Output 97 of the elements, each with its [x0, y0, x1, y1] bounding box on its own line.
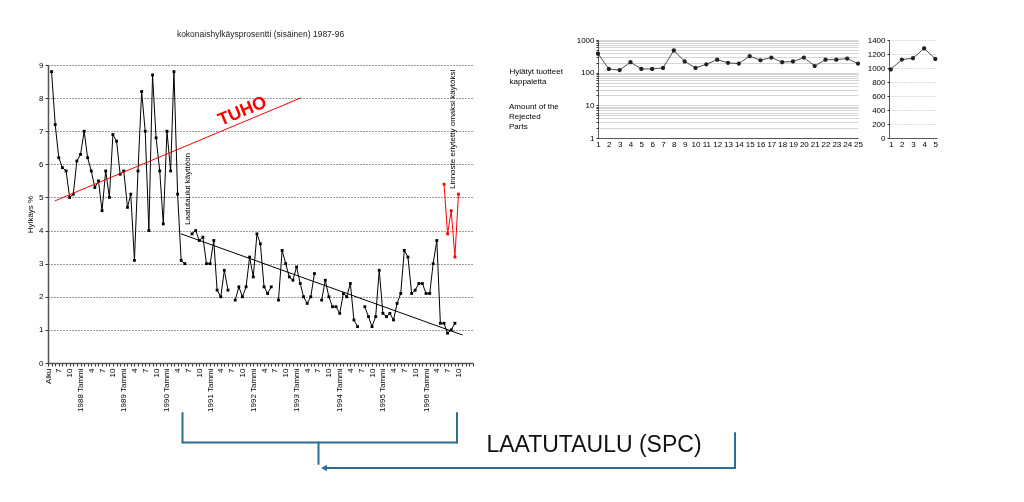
x-tick-label: 2 — [607, 139, 613, 149]
x-tick-label: 9 — [682, 139, 688, 149]
y-tick-label: 800 — [872, 77, 887, 87]
annotation: Linnoste eriytetty omaksi käytöksi — [448, 69, 457, 189]
x-tick-label: 7 — [183, 367, 193, 373]
x-tick-label: 10 — [453, 367, 463, 378]
x-tick-label: 10 — [410, 367, 420, 378]
y-tick-label: 200 — [872, 119, 887, 129]
x-tick-label: 4 — [86, 367, 96, 373]
x-tick-label: 7 — [140, 367, 150, 373]
y-tick-label: 10 — [585, 100, 596, 110]
y-tick-label: 0 — [881, 133, 887, 143]
x-tick-label: 4 — [173, 367, 183, 373]
x-tick-label: 8 — [672, 139, 678, 149]
x-tick-label: 10 — [194, 367, 204, 378]
x-tick-label: 3 — [911, 139, 917, 149]
x-tick-label: 25 — [854, 139, 864, 149]
x-tick-label: 1 — [888, 139, 894, 149]
x-tick-label: 21 — [810, 139, 821, 149]
x-tick-label: 1995 Tammi — [378, 368, 388, 412]
y-tick-label: 1000 — [867, 63, 887, 73]
x-tick-label: 15 — [745, 139, 756, 149]
x-tick-label: 1989 Tammi — [119, 368, 129, 412]
x-tick-label: 10 — [691, 139, 701, 149]
x-tick-label: 10 — [151, 367, 161, 378]
x-tick-label: 7 — [399, 367, 409, 373]
x-tick-label: 7 — [313, 367, 323, 373]
x-tick-label: 4 — [389, 367, 399, 373]
y-tick-label: 9 — [39, 60, 45, 70]
text: LAATUTAULU (SPC) — [486, 431, 702, 457]
y-tick-label: 1400 — [867, 35, 887, 45]
x-tick-label: 1996 Tammi — [421, 368, 431, 412]
x-tick-label: 16 — [756, 139, 766, 149]
y-tick-label: 100 — [581, 68, 596, 78]
x-tick-label: 4 — [129, 367, 139, 373]
x-tick-label: 12 — [713, 139, 723, 149]
x-tick-label: 1994 Tammi — [335, 368, 345, 412]
x-tick-label: 17 — [767, 139, 777, 149]
y-tick-label: 0 — [39, 358, 45, 368]
x-tick-label: 10 — [237, 367, 247, 378]
y-tick-label: 400 — [872, 105, 887, 115]
x-tick-label: 3 — [617, 139, 623, 149]
x-tick-label: 1993 Tammi — [292, 368, 302, 412]
y-tick-label: 6 — [39, 159, 45, 169]
x-tick-label: 7 — [356, 367, 366, 373]
x-tick-label: 10 — [367, 367, 377, 378]
x-tick-label: 4 — [259, 367, 269, 373]
text: Amount of the Rejected Parts — [509, 102, 560, 131]
x-tick-label: 7 — [227, 367, 237, 373]
x-tick-label: 22 — [821, 139, 831, 149]
x-tick-label: 10 — [324, 367, 334, 378]
y-tick-label: 600 — [872, 91, 887, 101]
x-tick-label: 7 — [54, 367, 64, 373]
chart-title: kokonaishylkäysprosentti (sisäinen) 1987-96 — [176, 28, 345, 39]
x-tick-label: 7 — [270, 367, 280, 373]
y-tick-label: 3 — [39, 259, 45, 269]
y-tick-label: 1 — [39, 325, 45, 335]
x-tick-label: 1990 Tammi — [162, 368, 172, 412]
x-tick-label: 4 — [216, 367, 226, 373]
x-tick-label: 19 — [789, 139, 799, 149]
x-tick-label: 18 — [778, 139, 788, 149]
y-axis-title: Hylätyt tuotteet kappaletta — [509, 66, 564, 86]
y-axis-title: Hylkäys % — [26, 195, 36, 234]
x-tick-label: 13 — [724, 139, 734, 149]
x-tick-label: 23 — [832, 139, 842, 149]
y-tick-label: 1000 — [576, 35, 596, 45]
x-tick-label: 4 — [432, 367, 442, 373]
annotation: Laatutaulut käyttöön — [183, 152, 192, 225]
x-tick-label: 5 — [639, 139, 645, 149]
x-tick-label: 4 — [628, 139, 634, 149]
x-tick-label: 6 — [650, 139, 656, 149]
x-tick-label: 14 — [734, 139, 745, 149]
x-tick-label: 1988 Tammi — [76, 368, 86, 412]
y-tick-label: 8 — [39, 93, 45, 103]
x-tick-label: 4 — [302, 367, 312, 373]
x-tick-label: 7 — [443, 367, 453, 373]
y-tick-label: 4 — [39, 226, 45, 236]
x-tick-label: 5 — [933, 139, 939, 149]
y-tick-label: 7 — [39, 126, 45, 136]
x-tick-label: 24 — [843, 139, 853, 149]
x-tick-label: 1991 Tammi — [205, 368, 215, 412]
x-tick-label: Alku — [43, 368, 53, 385]
x-tick-label: 11 — [702, 139, 712, 149]
x-tick-label: 1992 Tammi — [248, 368, 258, 412]
y-tick-label: 5 — [39, 192, 45, 202]
x-tick-label: 20 — [799, 139, 810, 149]
x-tick-label: 2 — [900, 139, 906, 149]
y-tick-label: 2 — [39, 292, 45, 302]
x-tick-label: 10 — [281, 367, 291, 378]
x-tick-label: 10 — [108, 367, 118, 378]
y-tick-label: 1200 — [867, 49, 887, 59]
x-tick-label: 7 — [661, 139, 667, 149]
x-tick-label: 10 — [65, 367, 75, 378]
x-tick-label: 4 — [345, 367, 355, 373]
text: TUHO — [214, 91, 270, 130]
x-tick-label: 7 — [97, 367, 107, 373]
x-tick-label: 4 — [922, 139, 928, 149]
